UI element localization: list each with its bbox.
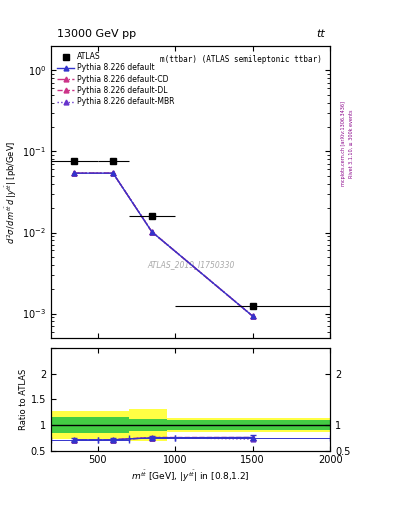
Bar [167,418,330,432]
Bar [51,417,129,433]
Text: 13000 GeV pp: 13000 GeV pp [57,29,136,39]
Bar [51,411,129,439]
Text: tt: tt [316,29,325,39]
X-axis label: $m^{t\bar{t}}$ [GeV], $|y^{t\bar{t}}|$ in [0.8,1.2]: $m^{t\bar{t}}$ [GeV], $|y^{t\bar{t}}|$ i… [131,468,250,484]
Legend: ATLAS, Pythia 8.226 default, Pythia 8.226 default-CD, Pythia 8.226 default-DL, P: ATLAS, Pythia 8.226 default, Pythia 8.22… [55,50,177,109]
Bar [167,420,330,430]
Text: ATLAS_2019_I1750330: ATLAS_2019_I1750330 [147,261,234,269]
Text: m(ttbar) (ATLAS semileptonic ttbar): m(ttbar) (ATLAS semileptonic ttbar) [160,55,322,64]
Bar [129,409,167,441]
Y-axis label: Ratio to ATLAS: Ratio to ATLAS [19,369,28,430]
Text: mcplots.cern.ch [arXiv:1306.3436]: mcplots.cern.ch [arXiv:1306.3436] [342,101,346,186]
Y-axis label: $d^2\sigma / d\,m^{t\bar{t}}\,d\,|y^{t\bar{t}}|$ [pb/GeV]: $d^2\sigma / d\,m^{t\bar{t}}\,d\,|y^{t\b… [4,140,20,244]
Bar [129,419,167,431]
Text: Rivet 3.1.10, ≥ 300k events: Rivet 3.1.10, ≥ 300k events [349,109,354,178]
